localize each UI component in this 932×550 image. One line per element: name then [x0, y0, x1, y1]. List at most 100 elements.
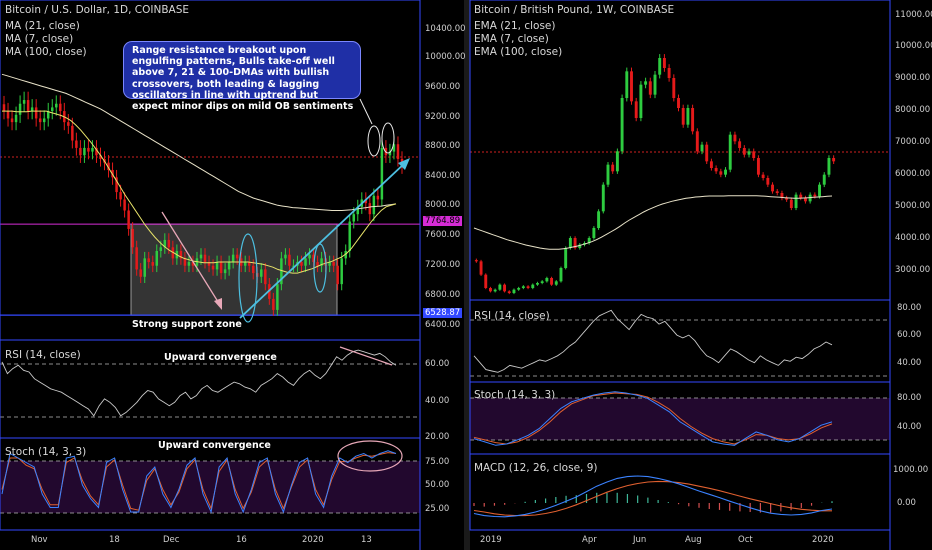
- right-candle: [686, 108, 690, 125]
- left-price-tick: 7200.00: [425, 260, 461, 270]
- left-rsi-tick: 40.00: [425, 396, 450, 406]
- panel-gap: [464, 0, 470, 550]
- rsi-divergence-arrow: [339, 346, 393, 366]
- left-candle: [372, 195, 376, 215]
- left-candle: [163, 239, 167, 248]
- left-candle: [388, 151, 392, 156]
- right-candle: [775, 191, 779, 193]
- right-x-tick: Oct: [738, 535, 753, 545]
- left-chart-title: Bitcoin / U.S. Dollar, 1D, COINBASE: [5, 4, 190, 16]
- right-candle: [822, 174, 826, 185]
- right-rsi-tick: 80.00: [897, 303, 922, 313]
- right-legend-ema21: EMA (21, close): [474, 20, 556, 32]
- right-candle: [630, 71, 633, 102]
- right-candle: [799, 194, 803, 198]
- left-candle: [260, 269, 263, 277]
- right-candle: [484, 274, 488, 288]
- stoch-band-fill: [0, 461, 420, 513]
- right-price-tick: 3000.00: [895, 265, 931, 275]
- support-zone-label: Strong support zone: [132, 319, 242, 330]
- left-candle: [396, 144, 400, 159]
- right-candle: [606, 164, 610, 185]
- right-price-tick: 4000.00: [895, 233, 931, 243]
- left-price-tick: 6800.00: [425, 290, 461, 300]
- right-rsi-title: RSI (14, close): [474, 310, 550, 322]
- left-candle: [135, 247, 138, 270]
- left-candle: [207, 262, 211, 266]
- right-macd-title: MACD (12, 26, close, 9): [474, 462, 598, 474]
- right-candle: [832, 158, 836, 162]
- right-stoch-k-line: [473, 391, 833, 446]
- right-candle: [818, 184, 822, 197]
- left-candle: [38, 118, 42, 123]
- left-candle: [75, 140, 78, 148]
- right-x-tick: Jun: [633, 535, 647, 545]
- left-candle: [159, 247, 163, 251]
- pattern-ellipse: [313, 243, 327, 293]
- left-candle: [380, 147, 384, 200]
- note-pointer: [359, 98, 373, 125]
- left-candle: [107, 162, 110, 170]
- left-price-tick: 8800.00: [425, 141, 461, 151]
- right-candle: [521, 286, 525, 288]
- right-candle: [474, 260, 478, 262]
- right-chart-title: Bitcoin / British Pound, 1W, COINBASE: [474, 4, 675, 16]
- left-candle: [284, 254, 287, 259]
- left-candle: [187, 262, 191, 266]
- left-candle: [42, 118, 46, 123]
- left-rsi-title: RSI (14, close): [5, 349, 81, 361]
- right-candle: [733, 134, 737, 142]
- right-candle: [662, 58, 666, 68]
- right-candle: [695, 131, 699, 152]
- left-candle: [143, 258, 146, 277]
- right-candle: [756, 158, 760, 175]
- right-candle: [658, 58, 662, 75]
- right-candle: [479, 261, 483, 275]
- left-candle: [18, 103, 22, 115]
- right-candle: [517, 288, 521, 290]
- right-candle: [597, 211, 601, 228]
- left-candle: [131, 228, 134, 248]
- right-macd-tick: 0.00: [897, 498, 916, 508]
- left-candle: [67, 122, 70, 126]
- right-candle: [507, 291, 511, 293]
- right-candle: [531, 284, 535, 288]
- left-candle: [127, 210, 130, 229]
- left-x-tick: 16: [236, 535, 247, 545]
- left-candle: [95, 147, 98, 156]
- right-candle: [498, 284, 502, 290]
- right-candle: [540, 281, 544, 283]
- left-price-tick: 8400.00: [425, 171, 461, 181]
- right-candle: [620, 98, 624, 152]
- left-candle: [167, 239, 171, 248]
- left-candle: [223, 269, 227, 274]
- left-candle: [247, 262, 251, 266]
- right-candle: [742, 148, 746, 155]
- left-ma21-line: [2, 110, 397, 274]
- right-candle: [803, 198, 807, 202]
- right-candle: [587, 238, 591, 243]
- pattern-ellipse: [238, 233, 258, 323]
- trendline-arrowhead: [398, 158, 410, 170]
- right-candle: [573, 238, 577, 248]
- left-candle: [119, 192, 122, 200]
- left-candle: [26, 100, 30, 112]
- left-candle: [91, 147, 94, 152]
- left-candle: [203, 254, 207, 263]
- left-candle: [34, 107, 38, 119]
- right-candle: [785, 198, 789, 200]
- left-candle: [312, 254, 315, 263]
- left-candle: [344, 251, 347, 259]
- left-candle: [14, 114, 18, 123]
- left-rsi-line: [1, 349, 397, 417]
- right-stoch-tick: 80.00: [897, 393, 922, 403]
- right-macd-tick: 1000.00: [893, 465, 929, 475]
- left-candle: [308, 254, 311, 259]
- right-candle: [761, 174, 765, 178]
- left-candle: [276, 284, 279, 310]
- left-candle: [46, 111, 50, 119]
- left-candle: [332, 262, 335, 266]
- trendline-arrow: [239, 161, 407, 319]
- left-candle: [368, 203, 372, 215]
